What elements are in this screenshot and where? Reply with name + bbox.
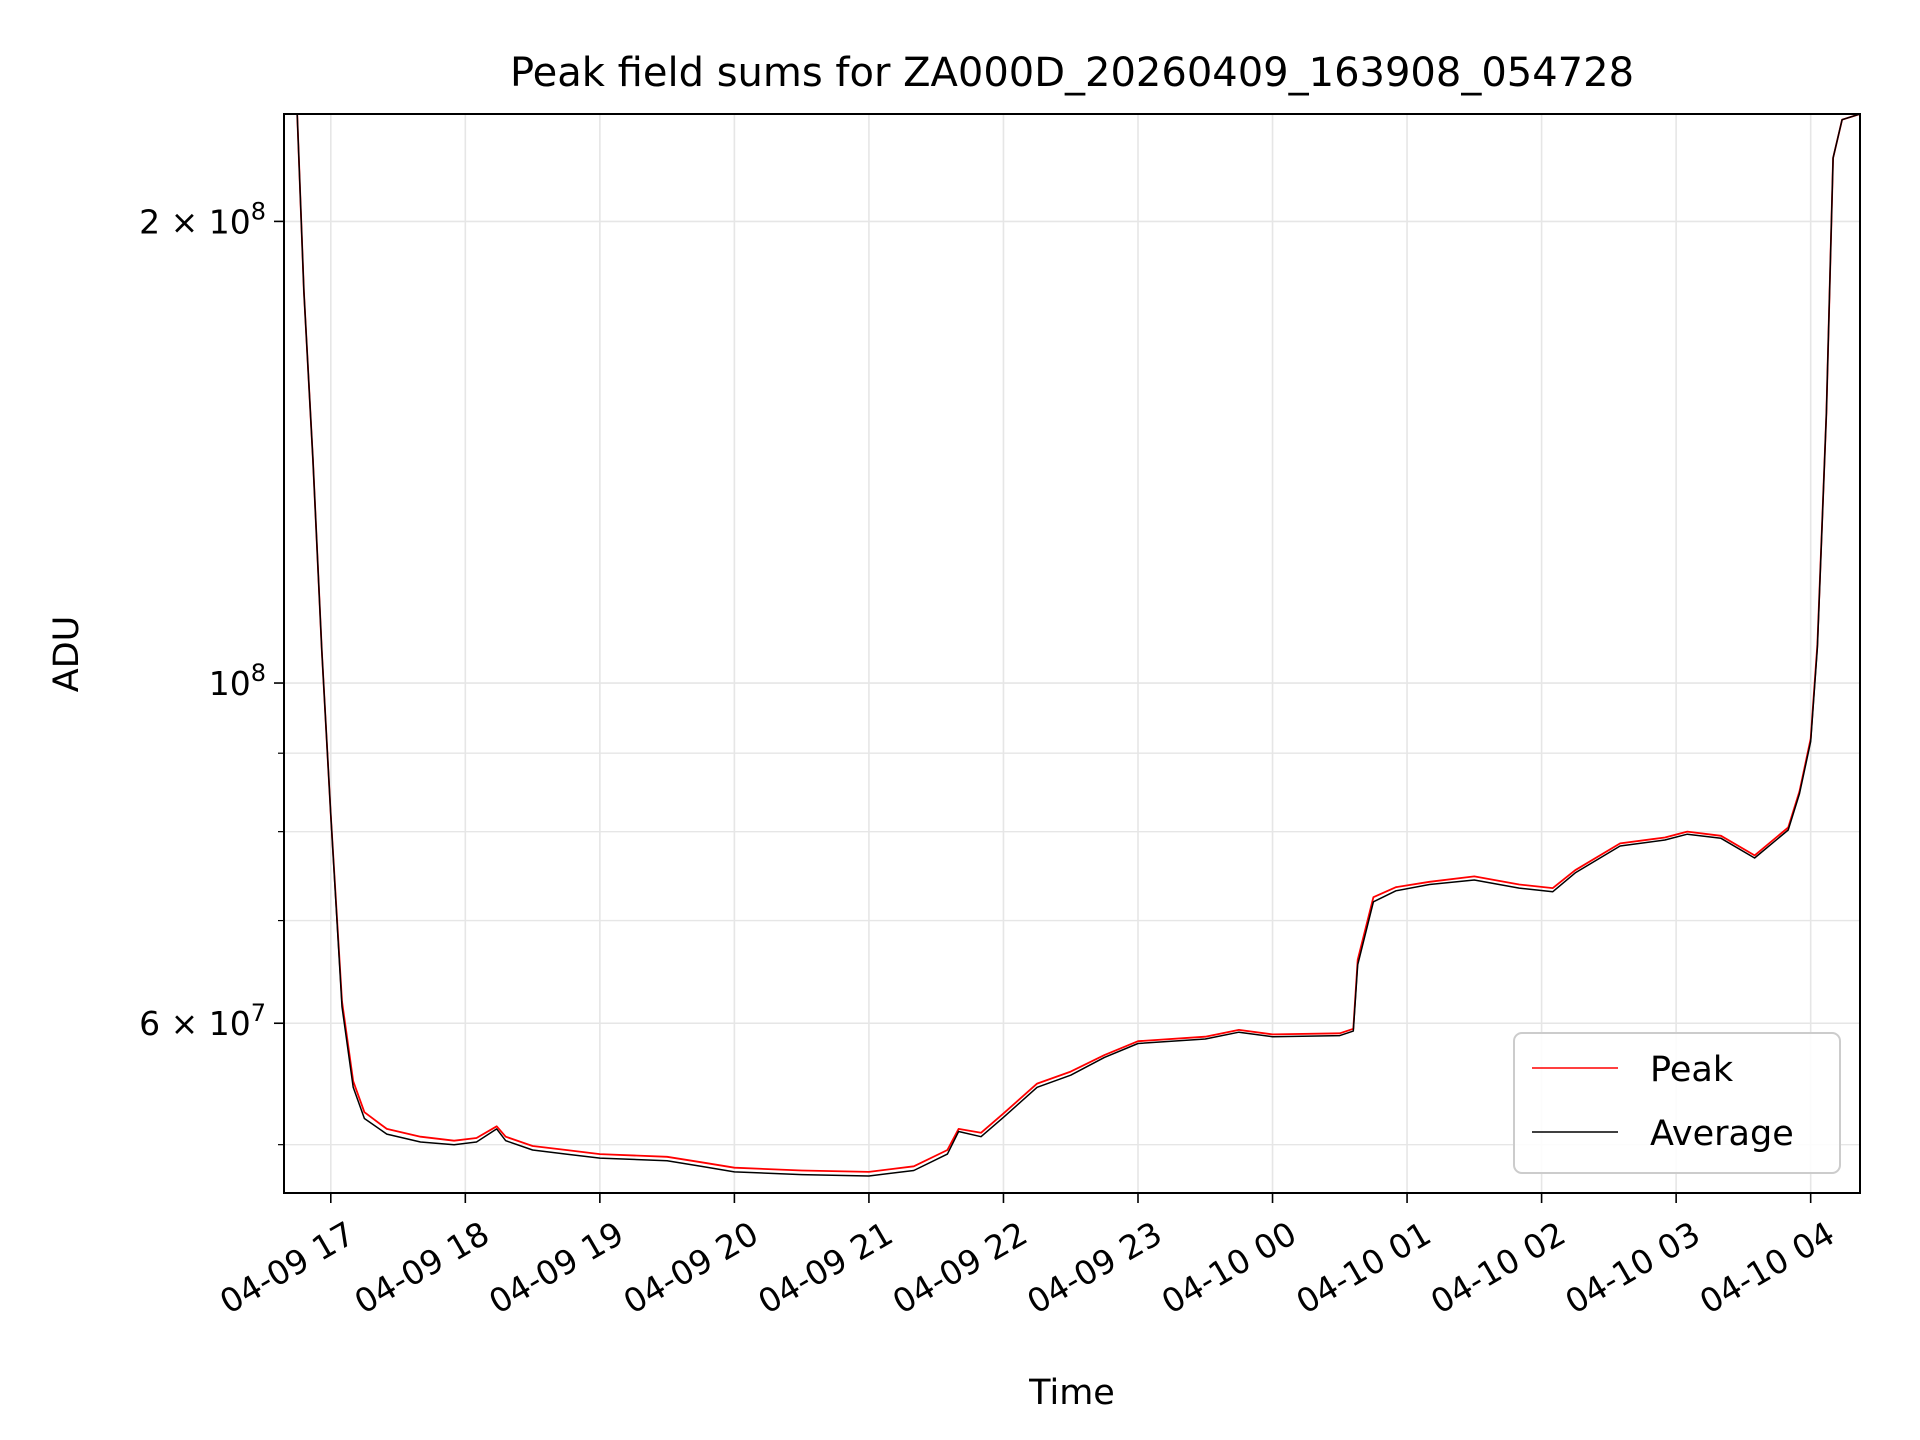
chart-title: Peak field sums for ZA000D_20260409_1639… [510,50,1634,96]
x-axis-label: Time [1028,1373,1115,1413]
legend-peak-label: Peak [1650,1050,1734,1090]
legend: Peak Average [1513,1032,1841,1174]
y-axis: 6 × 107 108 2 × 108 [139,197,284,1146]
series-layer [284,114,1860,1177]
y-axis-label: ADU [47,616,87,693]
y-tick-label: 108 [209,659,266,703]
plot-frame [283,113,1861,1194]
grid [284,114,1860,1193]
series-line-peak [284,114,1860,1173]
legend-average-label: Average [1650,1114,1794,1154]
y-tick-label: 6 × 107 [139,999,266,1043]
series-line-average [284,114,1860,1177]
y-tick-label: 2 × 108 [139,197,266,241]
